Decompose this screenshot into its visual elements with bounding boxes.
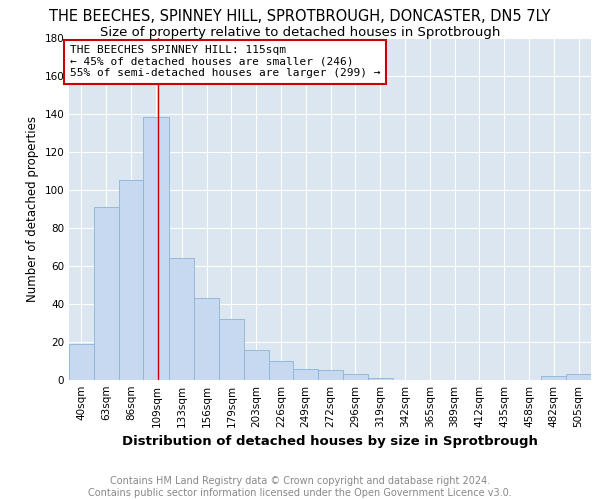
Y-axis label: Number of detached properties: Number of detached properties [26, 116, 39, 302]
Bar [541, 376, 566, 380]
Text: Contains HM Land Registry data © Crown copyright and database right 2024.
Contai: Contains HM Land Registry data © Crown c… [88, 476, 512, 498]
Bar [94, 207, 119, 380]
Bar [368, 378, 392, 380]
Bar [119, 180, 143, 380]
Bar [194, 298, 219, 380]
Text: THE BEECHES, SPINNEY HILL, SPROTBROUGH, DONCASTER, DN5 7LY: THE BEECHES, SPINNEY HILL, SPROTBROUGH, … [49, 9, 551, 24]
Bar [293, 368, 318, 380]
Bar [318, 370, 343, 380]
Text: Size of property relative to detached houses in Sprotbrough: Size of property relative to detached ho… [100, 26, 500, 39]
Bar [143, 118, 169, 380]
Text: THE BEECHES SPINNEY HILL: 115sqm
← 45% of detached houses are smaller (246)
55% : THE BEECHES SPINNEY HILL: 115sqm ← 45% o… [70, 45, 380, 78]
Bar [244, 350, 269, 380]
Bar [269, 361, 293, 380]
Bar [219, 319, 244, 380]
Bar [169, 258, 194, 380]
Bar [69, 344, 94, 380]
X-axis label: Distribution of detached houses by size in Sprotbrough: Distribution of detached houses by size … [122, 436, 538, 448]
Bar [566, 374, 591, 380]
Bar [343, 374, 368, 380]
